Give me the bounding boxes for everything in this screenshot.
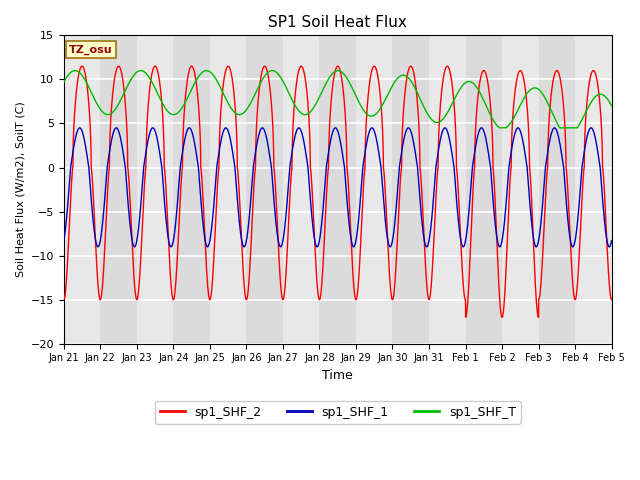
sp1_SHF_2 bbox=[78, 63, 86, 69]
sp1_SHF_1 bbox=[556, 141, 564, 146]
Bar bbox=[173, 36, 210, 344]
sp1_SHF_1 bbox=[607, 239, 615, 244]
X-axis label: Time: Time bbox=[323, 369, 353, 382]
Line: sp1_SHF_1: sp1_SHF_1 bbox=[64, 128, 612, 247]
sp1_SHF_T bbox=[334, 68, 342, 73]
sp1_SHF_1 bbox=[401, 133, 408, 139]
sp1_SHF_2 bbox=[534, 314, 542, 320]
sp1_SHF_1 bbox=[213, 164, 221, 170]
sp1_SHF_2 bbox=[608, 297, 616, 302]
sp1_SHF_1 bbox=[608, 238, 616, 243]
Bar bbox=[392, 36, 429, 344]
sp1_SHF_2 bbox=[401, 92, 408, 98]
sp1_SHF_1 bbox=[177, 158, 185, 164]
sp1_SHF_T bbox=[391, 78, 399, 84]
Text: TZ_osu: TZ_osu bbox=[69, 45, 113, 55]
sp1_SHF_2 bbox=[213, 192, 221, 198]
Title: SP1 Soil Heat Flux: SP1 Soil Heat Flux bbox=[268, 15, 407, 30]
sp1_SHF_2 bbox=[607, 297, 615, 302]
sp1_SHF_1 bbox=[60, 238, 68, 243]
Bar bbox=[539, 36, 575, 344]
sp1_SHF_2 bbox=[391, 276, 399, 282]
sp1_SHF_T bbox=[177, 106, 185, 112]
Bar bbox=[100, 36, 137, 344]
sp1_SHF_T bbox=[607, 103, 615, 108]
sp1_SHF_T bbox=[401, 72, 408, 78]
Bar bbox=[246, 36, 283, 344]
sp1_SHF_T bbox=[608, 103, 616, 108]
sp1_SHF_T bbox=[556, 125, 564, 131]
Bar bbox=[319, 36, 356, 344]
sp1_SHF_T bbox=[60, 79, 68, 85]
sp1_SHF_2 bbox=[177, 177, 185, 182]
Line: sp1_SHF_2: sp1_SHF_2 bbox=[64, 66, 612, 317]
sp1_SHF_2 bbox=[556, 74, 564, 80]
sp1_SHF_T bbox=[496, 125, 504, 131]
sp1_SHF_2 bbox=[60, 297, 68, 302]
sp1_SHF_1 bbox=[391, 218, 399, 224]
sp1_SHF_1 bbox=[441, 125, 449, 131]
sp1_SHF_T bbox=[213, 78, 221, 84]
Bar bbox=[465, 36, 502, 344]
Line: sp1_SHF_T: sp1_SHF_T bbox=[64, 71, 612, 128]
Y-axis label: Soil Heat Flux (W/m2), SoilT (C): Soil Heat Flux (W/m2), SoilT (C) bbox=[15, 102, 25, 277]
sp1_SHF_1 bbox=[460, 244, 467, 250]
Legend: sp1_SHF_2, sp1_SHF_1, sp1_SHF_T: sp1_SHF_2, sp1_SHF_1, sp1_SHF_T bbox=[155, 401, 521, 424]
